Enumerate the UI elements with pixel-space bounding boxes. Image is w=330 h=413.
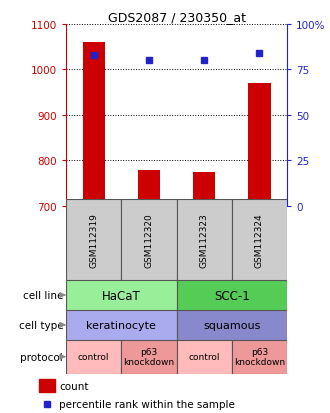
Bar (248, 84, 271, 206)
FancyBboxPatch shape (177, 310, 287, 340)
FancyBboxPatch shape (66, 340, 121, 374)
Text: p63
knockdown: p63 knockdown (123, 347, 175, 366)
FancyBboxPatch shape (121, 340, 177, 374)
Text: GSM112320: GSM112320 (145, 213, 153, 268)
FancyBboxPatch shape (232, 340, 287, 374)
Text: GSM112323: GSM112323 (200, 213, 209, 268)
Text: HaCaT: HaCaT (102, 289, 141, 302)
Text: cell line: cell line (23, 290, 63, 300)
Text: squamous: squamous (203, 320, 260, 330)
FancyBboxPatch shape (66, 200, 121, 280)
Text: SCC-1: SCC-1 (214, 289, 250, 302)
Text: control: control (188, 352, 220, 361)
Bar (82, 43, 105, 206)
Text: GSM112324: GSM112324 (255, 213, 264, 267)
Text: control: control (78, 352, 109, 361)
FancyBboxPatch shape (177, 280, 287, 310)
Text: p63
knockdown: p63 knockdown (234, 347, 285, 366)
Text: protocol: protocol (20, 352, 63, 362)
Title: GDS2087 / 230350_at: GDS2087 / 230350_at (108, 11, 246, 24)
Text: GSM112319: GSM112319 (89, 213, 98, 268)
FancyBboxPatch shape (66, 310, 177, 340)
FancyBboxPatch shape (177, 200, 232, 280)
FancyBboxPatch shape (232, 200, 287, 280)
FancyBboxPatch shape (121, 200, 177, 280)
Text: count: count (59, 381, 89, 391)
Text: keratinocyte: keratinocyte (86, 320, 156, 330)
Text: percentile rank within the sample: percentile rank within the sample (59, 399, 235, 409)
Text: cell type: cell type (18, 320, 63, 330)
FancyBboxPatch shape (66, 280, 177, 310)
Bar (193, 173, 215, 206)
Bar (39, 379, 55, 392)
FancyBboxPatch shape (177, 340, 232, 374)
Bar (138, 170, 160, 206)
